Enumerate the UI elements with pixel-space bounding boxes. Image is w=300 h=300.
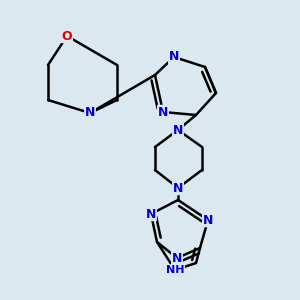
Text: N: N xyxy=(158,106,168,118)
Text: O: O xyxy=(62,29,72,43)
Text: N: N xyxy=(173,182,183,194)
Text: N: N xyxy=(85,106,95,119)
Text: N: N xyxy=(173,124,183,136)
Text: N: N xyxy=(146,208,156,220)
Text: NH: NH xyxy=(166,265,184,275)
Text: N: N xyxy=(169,50,179,64)
Text: N: N xyxy=(172,251,182,265)
Text: N: N xyxy=(203,214,213,226)
